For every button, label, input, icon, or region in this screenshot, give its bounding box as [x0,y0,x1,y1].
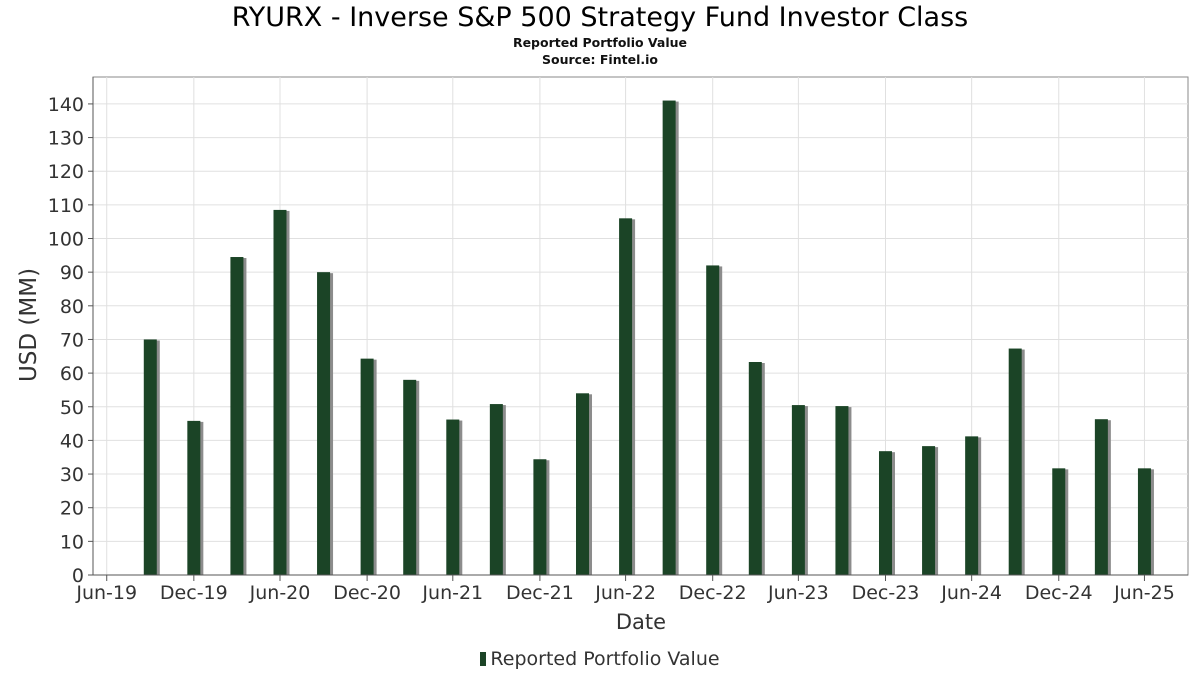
y-tick-label: 110 [48,195,84,217]
x-tick-label: Dec-23 [852,582,920,604]
x-tick-label: Jun-23 [767,582,829,604]
x-tick-label: Jun-25 [1113,582,1175,604]
y-tick-label: 130 [48,128,84,150]
x-tick-label: Dec-19 [160,582,228,604]
y-tick-label: 60 [60,363,84,385]
y-axis-label: USD (MM) [16,268,42,382]
x-tick-label: Jun-24 [940,582,1002,604]
bar [533,459,547,575]
y-tick-label: 100 [48,229,84,251]
x-tick-label: Jun-21 [421,582,483,604]
bar [143,339,157,575]
chart-title: RYURX - Inverse S&P 500 Strategy Fund In… [231,2,969,33]
bar [489,404,503,575]
bar [403,379,417,575]
chart-subtitle: Reported Portfolio Value [512,35,688,50]
bar [706,265,720,575]
y-tick-label: 0 [72,565,84,587]
legend-swatch [480,652,487,666]
bar [273,209,287,575]
x-tick-label: Dec-24 [1025,582,1093,604]
y-tick-label: 80 [60,296,84,318]
x-tick-label: Dec-20 [333,582,401,604]
x-tick-label: Jun-20 [249,582,311,604]
bar [835,406,849,575]
x-tick-label: Jun-22 [594,582,656,604]
axes-group: 0 10 20 30 40 50 60 70 80 90 100 110 120 130 140 Jun-19… [48,77,1188,604]
bar [791,405,805,575]
bar [619,218,633,575]
y-tick-label: 70 [60,329,84,351]
bar [922,446,936,575]
y-tick-label: 50 [60,397,84,419]
y-tick-label: 30 [60,464,84,486]
y-tick-label: 140 [48,94,84,116]
bar [1094,419,1108,575]
y-tick-label: 120 [48,161,84,183]
y-tick-label: 20 [60,498,84,520]
x-axis-label: Date [616,610,666,634]
bar [1052,468,1066,575]
legend: Reported Portfolio Value [0,648,1200,670]
legend-label: Reported Portfolio Value [490,648,720,670]
y-tick-label: 90 [60,262,84,284]
bar [446,419,460,575]
y-tick-label: 10 [60,531,84,553]
x-tick-label: Dec-22 [679,582,747,604]
bar [878,451,892,575]
bar [748,362,762,575]
bar [1137,468,1151,575]
x-tick-label: Dec-21 [506,582,574,604]
bar [662,100,676,576]
bar [230,257,244,575]
x-tick-label: Jun-19 [75,582,137,604]
bar [576,393,590,575]
bar [187,420,201,575]
bar [317,272,331,575]
bar [360,358,374,575]
bars-group [143,100,1154,576]
bar [1008,348,1022,575]
chart-source: Source: Fintel.io [542,52,658,67]
y-tick-label: 40 [60,430,84,452]
bar [965,436,979,575]
